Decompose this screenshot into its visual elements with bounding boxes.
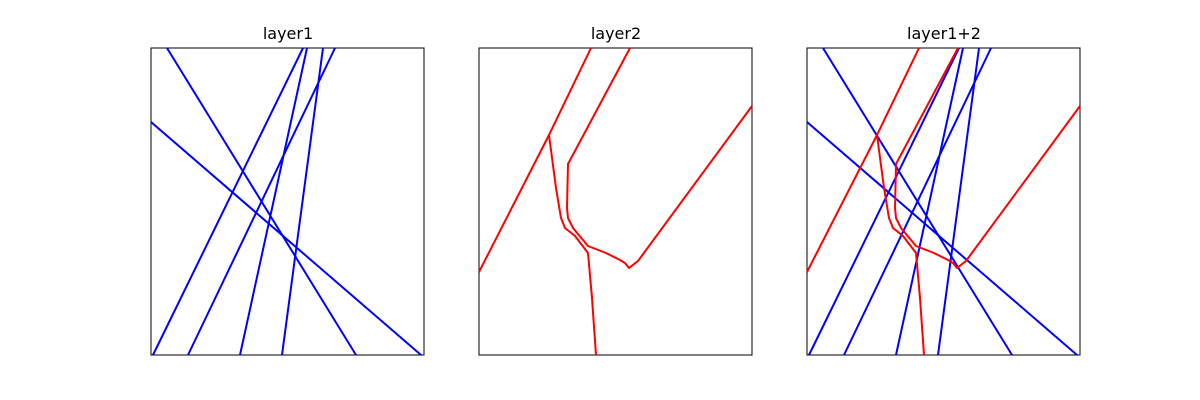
layer1-line-4	[843, 47, 992, 356]
axes-frame	[806, 47, 1081, 356]
plot-area	[150, 47, 422, 356]
layer1-line-5	[281, 47, 324, 356]
layer1-line-2	[150, 121, 422, 356]
layer1-line-3	[808, 47, 960, 356]
panel-title: layer1+2	[907, 24, 981, 43]
layer2-line-3	[566, 47, 753, 269]
layer2-line-2	[876, 134, 925, 356]
layer1-line-2	[806, 121, 1078, 356]
layer1-line-5	[937, 47, 980, 356]
layer1-line-6	[239, 47, 308, 356]
plot-area	[478, 47, 753, 356]
plot-area	[806, 47, 1081, 356]
panel-title: layer1	[263, 24, 313, 43]
panel-layer2: layer2	[478, 24, 753, 356]
layer1-line-6	[895, 47, 964, 356]
panel-layer1: layer1	[150, 24, 425, 356]
panel-layer1-plus-2: layer1+2	[806, 24, 1081, 356]
layer2-line-2	[548, 134, 597, 356]
axes-frame	[150, 47, 425, 356]
axes-frame	[478, 47, 753, 356]
panel-title: layer2	[591, 24, 641, 43]
layer1-line-4	[187, 47, 336, 356]
layer1-line-3	[152, 47, 304, 356]
layer2-line-3	[894, 47, 1081, 269]
